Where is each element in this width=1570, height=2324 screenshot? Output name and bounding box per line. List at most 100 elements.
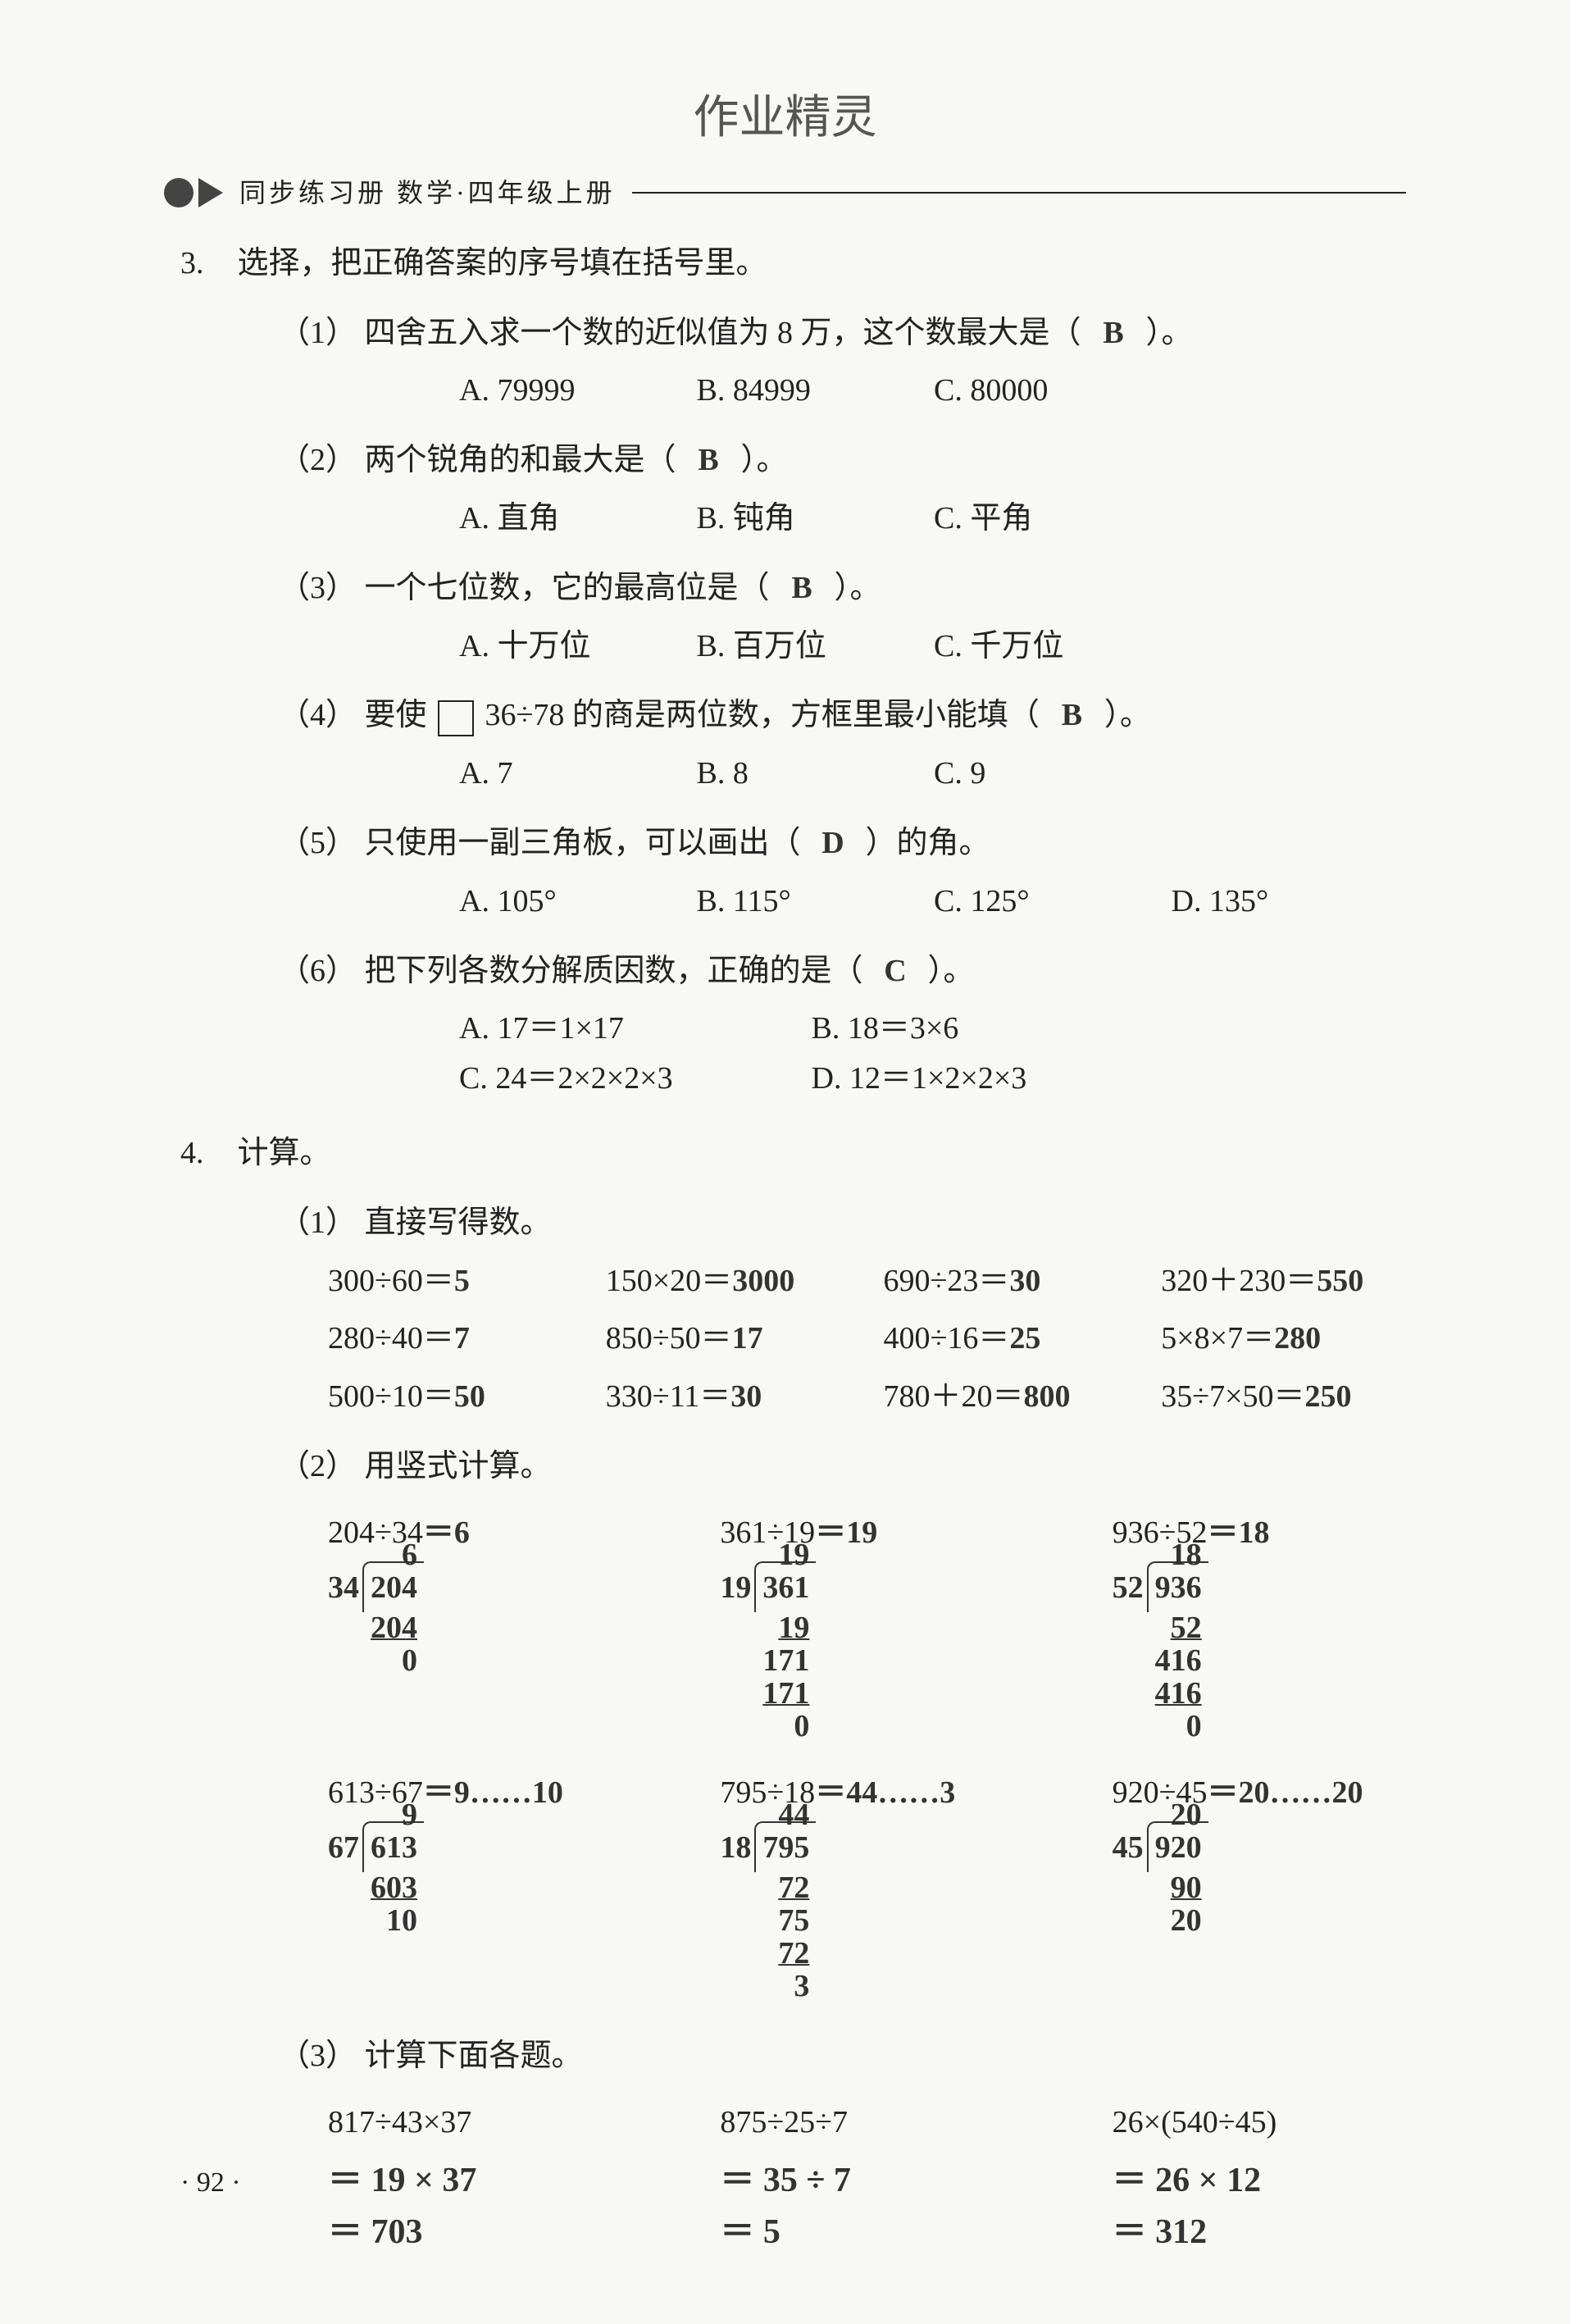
opt-key: B. xyxy=(697,756,726,791)
opt-key: B. xyxy=(697,629,726,663)
ldiv-quotient: 19 xyxy=(778,1530,809,1580)
ldiv-quotient: 20 xyxy=(1171,1790,1202,1840)
ldiv-step-line: 3 xyxy=(720,1971,809,2003)
header-line: 同步练习册 数学·四年级上册 xyxy=(164,172,1406,214)
opt-key: A. xyxy=(459,1011,489,1046)
opt-val: 105° xyxy=(497,884,556,918)
opt-key: C. xyxy=(934,884,962,918)
vcalc-answer: ＝18 xyxy=(1208,1515,1270,1550)
logo-arrow-icon xyxy=(198,178,223,207)
calc-expr: 780＋20＝ xyxy=(884,1379,1024,1414)
sub-label: （2） xyxy=(279,443,357,477)
option: B. 18＝3×6 xyxy=(812,1004,1156,1054)
ldiv-divisor: 67 xyxy=(328,1823,362,1873)
expr-col: 875÷25÷7＝ 35 ÷ 7 ＝ 5 xyxy=(720,2098,1013,2259)
q4-part3-header: （3） 计算下面各题。 xyxy=(279,2031,1406,2081)
calc-row: 280÷40＝7850÷50＝17400÷16＝255×8×7＝280 xyxy=(328,1314,1406,1364)
option: B. 百万位 xyxy=(697,622,926,672)
calc-expr: 150×20＝ xyxy=(606,1264,732,1298)
sub-label: （6） xyxy=(279,954,357,988)
q3-4-text-before: 要使 xyxy=(365,698,427,732)
calc-expr: 400÷16＝ xyxy=(884,1321,1010,1356)
q4-stem: 计算。 xyxy=(238,1136,331,1170)
long-division: 6342042040 xyxy=(328,1561,424,1679)
ldiv-step-line: 90 xyxy=(1113,1872,1202,1905)
vcalc-head: 613÷67＝9……10 xyxy=(328,1768,621,1818)
ldiv-divisor: 18 xyxy=(720,1823,754,1873)
vertical-calc: 204÷34＝66342042040 xyxy=(328,1508,621,1752)
calc-cell: 850÷50＝17 xyxy=(606,1314,851,1364)
opt-key: C. xyxy=(934,756,962,791)
ldiv-step-line: 171 xyxy=(720,1678,809,1711)
ldiv-steps: 72 75723 xyxy=(720,1872,816,2003)
ldiv-steps: 19 1711710 xyxy=(720,1612,816,1743)
q3-1-answer: B xyxy=(1089,308,1138,358)
sub-label: （5） xyxy=(279,826,357,860)
opt-val: 钝角 xyxy=(733,501,795,535)
calc-answer: 800 xyxy=(1024,1379,1071,1414)
ldiv-step-line: 72 xyxy=(720,1938,809,1971)
logo-icons xyxy=(164,178,223,207)
question-4: 4. 计算。 （1） 直接写得数。 300÷60＝5150×20＝3000690… xyxy=(180,1128,1406,2259)
q3-3-text-after: ）。 xyxy=(835,571,881,605)
ldiv-quotient: 44 xyxy=(778,1790,809,1840)
opt-val: 24＝2×2×2×3 xyxy=(495,1061,672,1096)
question-3: 3. 选择，把正确答案的序号填在括号里。 （1） 四舍五入求一个数的近似值为 8… xyxy=(180,239,1406,1104)
q3-3-options: A. 十万位 B. 百万位 C. 千万位 xyxy=(459,622,1406,672)
q4-part1-title: 直接写得数。 xyxy=(365,1205,552,1240)
q3-6-text-before: 把下列各数分解质因数，正确的是（ xyxy=(365,954,863,988)
calc-expr: 35÷7×50＝ xyxy=(1161,1379,1304,1414)
calc-answer: 17 xyxy=(732,1321,763,1356)
q4-part2-title: 用竖式计算。 xyxy=(365,1449,552,1483)
q3-4-text-after: ）。 xyxy=(1104,698,1151,732)
ldiv-steps: 52 4164160 xyxy=(1113,1612,1208,1743)
long-division: 96761360310 xyxy=(328,1821,424,1939)
vertical-calc: 795÷18＝44……3441879572 75723 xyxy=(720,1768,1013,2012)
q3-2-answer: B xyxy=(684,435,733,485)
ldiv-divisor: 19 xyxy=(720,1563,754,1613)
page: 作业精灵 同步练习册 数学·四年级上册 3. 选择，把正确答案的序号填在括号里。… xyxy=(0,0,1570,2324)
calc-answer: 25 xyxy=(1009,1321,1040,1356)
opt-val: 18＝3×6 xyxy=(848,1011,958,1046)
sub-label: （1） xyxy=(279,1205,357,1240)
q3-4-text-mid: 36÷78 的商是两位数，方框里最小能填（ xyxy=(485,698,1040,732)
q3-subitems: （1） 四舍五入求一个数的近似值为 8 万，这个数最大是（ B ）。 A. 79… xyxy=(279,308,1406,1104)
calc-cell: 300÷60＝5 xyxy=(328,1256,573,1306)
opt-key: D. xyxy=(812,1061,842,1096)
ldiv-step-line: 0 xyxy=(328,1645,417,1678)
book-title: 同步练习册 数学·四年级上册 xyxy=(239,172,616,214)
opt-key: B. xyxy=(697,373,726,408)
calc-answer: 3000 xyxy=(732,1264,794,1298)
option: C. 125° xyxy=(934,877,1163,927)
q3-5-options: A. 105° B. 115° C. 125° D. 135° xyxy=(459,877,1406,927)
expr-work: ＝ 19 × 37 ＝ 703 xyxy=(328,2155,621,2258)
calc-cell: 320＋230＝550 xyxy=(1161,1256,1406,1306)
opt-val: 7 xyxy=(497,756,512,791)
opt-val: 125° xyxy=(970,884,1029,918)
opt-val: 115° xyxy=(733,884,791,918)
opt-val: 12＝1×2×2×3 xyxy=(849,1061,1026,1096)
opt-key: B. xyxy=(697,884,726,918)
q3-5-answer: D xyxy=(808,818,858,868)
ldiv-steps: 90 20 xyxy=(1113,1872,1208,1938)
opt-val: 84999 xyxy=(733,373,811,408)
opt-val: 9 xyxy=(970,756,985,791)
vcalc-answer: ＝9……10 xyxy=(423,1775,563,1810)
calc-answer: 50 xyxy=(454,1379,485,1414)
ldiv-step-line: 20 xyxy=(1113,1905,1202,1938)
ldiv-quotient: 9 xyxy=(402,1790,417,1840)
option: C. 80000 xyxy=(934,366,1163,416)
sub-label: （4） xyxy=(279,698,357,732)
ldiv-steps: 2040 xyxy=(328,1612,424,1678)
header-rule xyxy=(632,192,1406,194)
calc-cell: 400÷16＝25 xyxy=(884,1314,1129,1364)
opt-key: A. xyxy=(459,629,489,663)
vcalc-head: 795÷18＝44……3 xyxy=(720,1768,1013,1818)
q3-3-text-before: 一个七位数，它的最高位是（ xyxy=(365,571,770,605)
q4-part3-title: 计算下面各题。 xyxy=(365,2039,583,2073)
ldiv-step-line: 204 xyxy=(328,1612,417,1645)
q3-item-5: （5） 只使用一副三角板，可以画出（ D ）的角。 A. 105° B. 115… xyxy=(279,818,1406,927)
ldiv-step-line: 72 xyxy=(720,1872,809,1905)
calc-expr: 280÷40＝ xyxy=(328,1321,454,1356)
opt-key: A. xyxy=(459,884,489,918)
